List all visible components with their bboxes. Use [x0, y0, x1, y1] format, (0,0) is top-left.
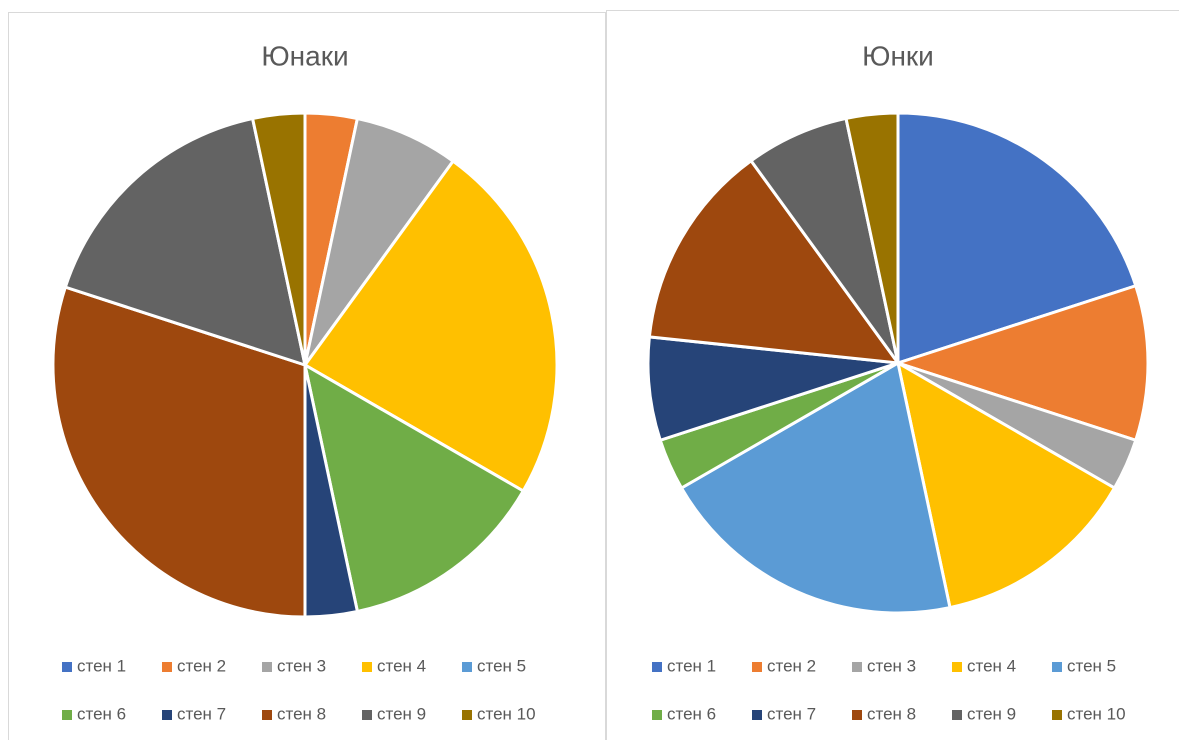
legend-swatch — [752, 662, 762, 672]
pie-slice — [51, 285, 307, 619]
legend-label: стен 10 — [477, 704, 536, 723]
pie-slice — [896, 111, 1138, 365]
legend-label: стен 5 — [477, 656, 526, 675]
legend-swatch — [752, 710, 762, 720]
legend-label: стен 9 — [377, 704, 426, 723]
legend-label: стен 3 — [867, 656, 916, 675]
legend-swatch — [852, 710, 862, 720]
legend-swatch — [652, 662, 662, 672]
legend-swatch — [362, 662, 372, 672]
legend-swatch — [652, 710, 662, 720]
legend-swatch — [952, 710, 962, 720]
legend-label: стен 6 — [77, 704, 126, 723]
pie-slice — [896, 284, 1150, 442]
legend-label: стен 1 — [77, 656, 126, 675]
legend-label: стен 4 — [967, 656, 1016, 675]
legend-swatch — [1052, 710, 1062, 720]
pie-slice — [251, 111, 307, 367]
pie-slice — [896, 361, 1117, 610]
pie-slice — [679, 361, 952, 615]
legend-swatch — [162, 710, 172, 720]
legend-swatch — [462, 662, 472, 672]
legend-swatch — [162, 662, 172, 672]
legend-swatch — [1052, 662, 1062, 672]
legend-label: стен 2 — [177, 656, 226, 675]
pie-slice — [303, 363, 525, 613]
pie-slice — [647, 159, 900, 365]
legend-swatch — [852, 662, 862, 672]
pie-slice — [63, 117, 307, 367]
chart-title: Юнки — [862, 40, 934, 71]
legend-label: стен 8 — [277, 704, 326, 723]
legend-label: стен 10 — [1067, 704, 1126, 723]
pie-slice — [303, 159, 559, 493]
legend-label: стен 1 — [667, 656, 716, 675]
legend-label: стен 8 — [867, 704, 916, 723]
chart-title: Юнаки — [261, 40, 348, 71]
legend-label: стен 7 — [177, 704, 226, 723]
legend-label: стен 3 — [277, 656, 326, 675]
legend-swatch — [62, 710, 72, 720]
legend-label: стен 6 — [667, 704, 716, 723]
pie-slice — [844, 111, 900, 365]
legend-label: стен 4 — [377, 656, 426, 675]
legend-swatch — [262, 662, 272, 672]
legend-swatch — [262, 710, 272, 720]
legend-label: стен 2 — [767, 656, 816, 675]
legend-swatch — [362, 710, 372, 720]
legend-label: стен 5 — [1067, 656, 1116, 675]
legend-swatch — [952, 662, 962, 672]
legend-swatch — [62, 662, 72, 672]
legend-label: стен 7 — [767, 704, 816, 723]
legend-swatch — [462, 710, 472, 720]
legend-label: стен 9 — [967, 704, 1016, 723]
